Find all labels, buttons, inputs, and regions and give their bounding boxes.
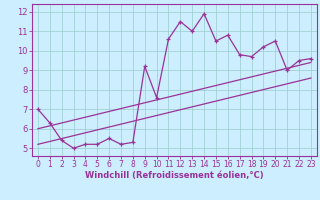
X-axis label: Windchill (Refroidissement éolien,°C): Windchill (Refroidissement éolien,°C) — [85, 171, 264, 180]
